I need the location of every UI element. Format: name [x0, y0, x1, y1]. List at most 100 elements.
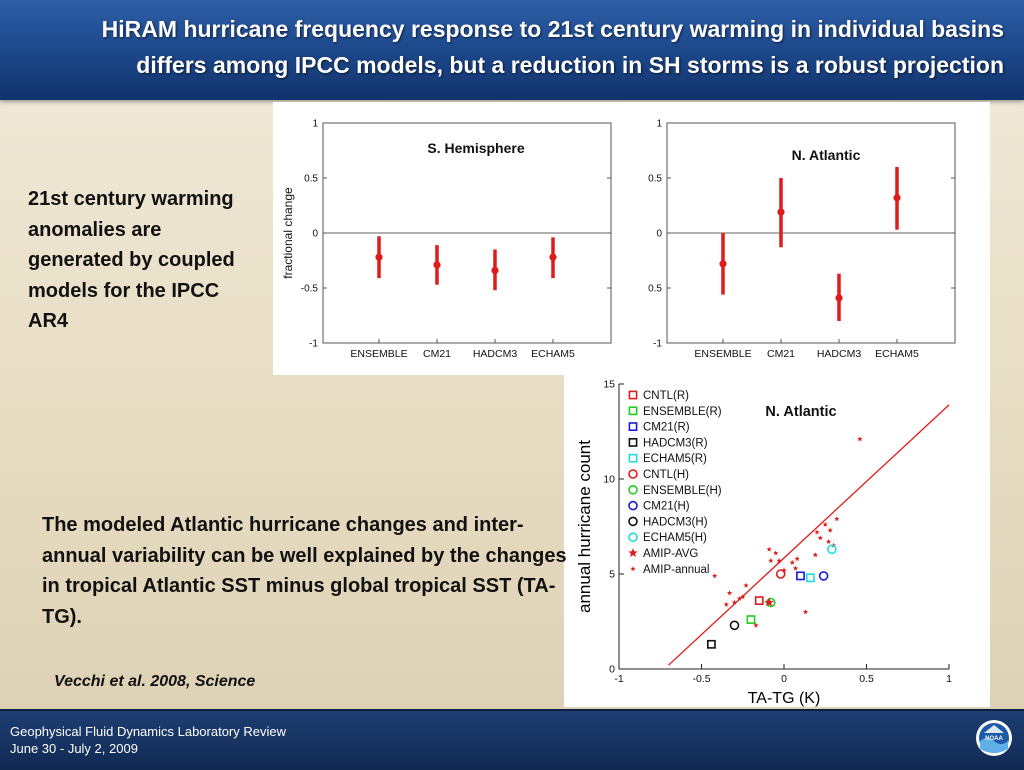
y-tick-label: -1 — [653, 339, 662, 350]
mean-point — [893, 194, 901, 202]
data-point — [796, 571, 805, 581]
data-point — [814, 529, 820, 535]
data-point — [743, 582, 749, 588]
y-tick-label: 1 — [656, 119, 662, 130]
y-tick-label: 0.5 — [304, 174, 318, 185]
y-tick-label: 15 — [603, 379, 615, 391]
data-point — [792, 565, 799, 571]
data-point — [731, 599, 738, 605]
data-point — [812, 552, 819, 558]
category-label: ECHAM5 — [531, 348, 575, 360]
x-tick-label: 0 — [781, 673, 787, 685]
category-label: HADCM3 — [473, 348, 517, 360]
x-tick-label: 0.5 — [859, 673, 874, 685]
errorbar-chart-1: 1 0.5 0 0.5 -1 ENSEMBLE CM21 HADCM3 ECHAM5 N. Atl… — [648, 119, 956, 360]
data-point — [754, 596, 764, 605]
data-point — [764, 597, 774, 607]
legend-marker — [628, 406, 638, 416]
data-point — [794, 556, 800, 562]
explanation-text: The modeled Atlantic hurricane changes a… — [42, 514, 567, 628]
legend-label: ENSEMBLE(R) — [643, 406, 722, 418]
x-tick-label: 1 — [946, 673, 952, 685]
legend-label: AMIP-AVG — [643, 548, 698, 560]
legend-label: HADCM3(R) — [643, 437, 708, 449]
mean-point — [375, 253, 383, 261]
mean-point — [491, 266, 499, 274]
data-point — [857, 436, 863, 442]
data-point — [827, 527, 833, 533]
slide-title-line-2: differs among IPCC models, but a reducti… — [136, 52, 1004, 78]
scatter-panel: -1 -0.5 0 0.5 1 15 10 5 0 TA-TG (K) annual hurrica… — [564, 375, 990, 707]
data-point — [775, 569, 786, 579]
y-tick-label: 0.5 — [648, 174, 662, 185]
legend-label: ECHAM5(H) — [643, 532, 707, 544]
legend-label: ENSEMBLE(H) — [643, 485, 722, 497]
data-point — [723, 601, 729, 607]
y-tick-label: 5 — [609, 569, 615, 581]
category-label: ENSEMBLE — [694, 348, 751, 360]
noaa-logo-text: NOAA — [985, 736, 1003, 742]
legend-marker — [628, 548, 638, 558]
data-point — [768, 557, 774, 563]
legend-marker — [628, 500, 638, 511]
y-axis-label: fractional change — [281, 187, 295, 279]
footer-dates: June 30 - July 2, 2009 — [10, 741, 138, 756]
legend-marker — [628, 453, 638, 463]
mean-point — [433, 261, 441, 269]
data-point — [834, 516, 840, 522]
category-label: CM21 — [767, 348, 795, 360]
regression-line — [668, 404, 950, 666]
data-point — [825, 538, 832, 544]
legend-marker — [628, 532, 638, 542]
y-tick-label: -1 — [309, 339, 318, 350]
data-point — [802, 609, 809, 615]
x-tick-label: -1 — [614, 673, 623, 685]
y-tick-label: 1 — [312, 119, 318, 130]
data-point — [817, 535, 823, 541]
legend-marker — [628, 390, 638, 400]
y-tick-label: 10 — [603, 474, 615, 486]
slide-title-line-1: HiRAM hurricane frequency response to 21… — [101, 16, 1004, 42]
data-point — [740, 594, 746, 600]
legend-marker — [628, 422, 638, 431]
data-point — [726, 590, 733, 596]
panel-title: S. Hemisphere — [427, 140, 524, 156]
legend-label: AMIP-annual — [643, 564, 709, 576]
noaa-logo-icon: NOAA — [976, 720, 1012, 756]
data-point — [776, 557, 782, 563]
scatter-title: N. Atlantic — [765, 404, 836, 420]
y-axis-label: annual hurricane count — [575, 440, 594, 613]
data-point — [789, 559, 795, 565]
legend-marker — [628, 485, 638, 495]
category-label: ENSEMBLE — [350, 348, 407, 360]
errorbar-panel: 1 0.5 0 -0.5 -1 ENSEMBLE CM21 HADCM3 ECHAM5 S. He… — [273, 102, 990, 375]
legend-label: CM21(H) — [643, 501, 690, 513]
data-point — [773, 550, 779, 556]
data-point — [818, 571, 829, 581]
legend-label: HADCM3(H) — [643, 516, 708, 528]
y-tick-label: 0 — [609, 664, 615, 676]
data-point — [729, 620, 740, 631]
mean-point — [549, 253, 557, 261]
title-banner: HiRAM hurricane frequency response to 21… — [0, 0, 1024, 100]
data-point — [822, 521, 828, 527]
legend-label: CNTL(R) — [643, 390, 689, 402]
legend-label: CM21(R) — [643, 422, 690, 434]
legend-marker — [630, 566, 636, 572]
y-tick-label: -0.5 — [301, 284, 319, 295]
legend-marker — [628, 516, 638, 527]
data-point — [753, 622, 759, 628]
scatter-plot-area: -1 -0.5 0 0.5 1 15 10 5 0 TA-TG (K) annual hurrica… — [575, 379, 952, 708]
legend-marker — [628, 437, 638, 447]
mean-point — [835, 294, 843, 302]
legend-label: CNTL(H) — [643, 469, 689, 481]
panel-title: N. Atlantic — [792, 147, 861, 163]
x-axis-label: TA-TG (K) — [748, 690, 821, 707]
legend-marker — [628, 469, 638, 479]
category-label: ECHAM5 — [875, 348, 919, 360]
errorbar-chart-0: 1 0.5 0 -0.5 -1 ENSEMBLE CM21 HADCM3 ECHAM5 S. He… — [281, 119, 612, 360]
data-point — [806, 573, 815, 583]
y-tick-label: 0 — [312, 229, 318, 240]
data-point — [827, 544, 837, 555]
legend-label: ECHAM5(R) — [643, 453, 707, 465]
